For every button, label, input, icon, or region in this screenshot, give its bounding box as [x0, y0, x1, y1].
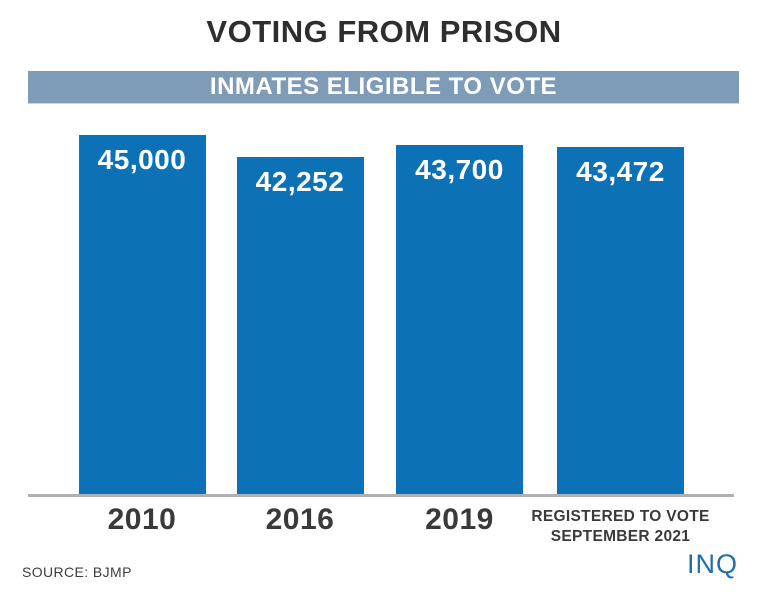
chart-title: VOTING FROM PRISON [206, 14, 562, 49]
inq-logo: INQ [686, 549, 738, 579]
bar: 42,252 [236, 157, 364, 495]
bar-value-label: 43,700 [415, 154, 504, 186]
bar: 45,000 [78, 135, 206, 495]
x-axis-line [28, 494, 734, 497]
subtitle-label: INMATES ELIGIBLE TO VOTE [209, 73, 558, 100]
bar: 43,700 [396, 145, 523, 495]
category-label: 2016 [265, 503, 335, 536]
bar-value-label: 45,000 [97, 144, 187, 175]
source-note: SOURCE: BJMP [22, 564, 132, 580]
bar-value-label: 43,472 [576, 156, 665, 188]
bar: 43,472 [557, 147, 684, 495]
category-label: 2019 [425, 503, 494, 536]
category-label: 2010 [107, 503, 177, 536]
bar-value-label: 42,252 [255, 166, 345, 197]
subtitle-banner: INMATES ELIGIBLE TO VOTE [28, 71, 739, 104]
category-label: REGISTERED TO VOTE SEPTEMBER 2021 [531, 508, 710, 546]
